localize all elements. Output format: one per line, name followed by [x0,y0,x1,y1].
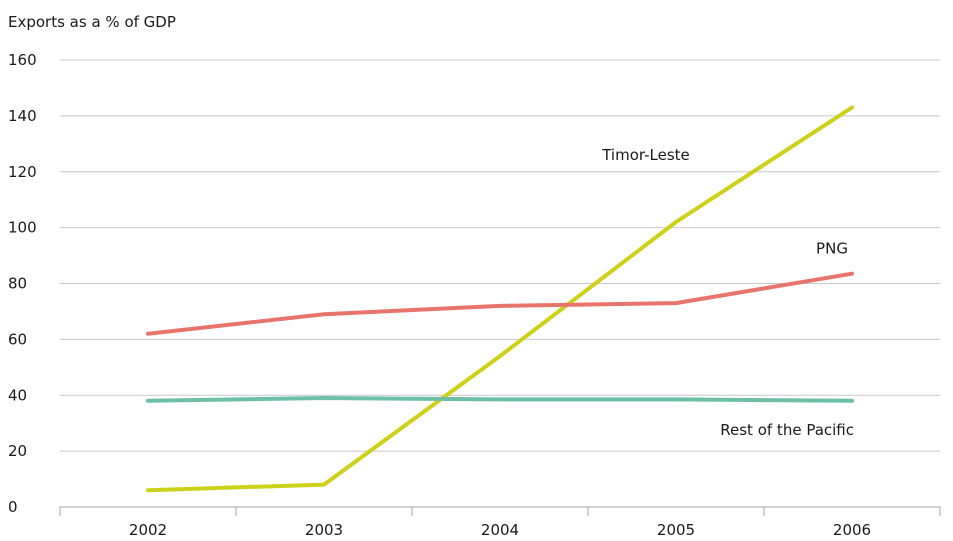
series-line-rest-of-the-pacific [146,396,854,403]
x-tick-label: 2002 [129,521,167,539]
x-tick-label: 2003 [305,521,343,539]
y-tick-label: 80 [8,275,27,293]
y-tick-label: 60 [8,330,27,348]
series-label-timor-leste: Timor-Leste [601,146,690,164]
y-axis-title: Exports as a % of GDP [8,13,176,31]
x-tick-label: 2005 [657,521,695,539]
y-tick-label: 120 [8,163,37,181]
series-line-timor-leste [146,105,854,493]
y-axis-ticks: 0 20 40 60 80 100 120 140 160 [8,51,37,516]
gridlines [60,59,940,452]
y-tick-label: 40 [8,386,27,404]
y-tick-label: 0 [8,498,18,516]
x-tick-label: 2006 [833,521,871,539]
x-tick-label: 2004 [481,521,519,539]
x-axis: 2002 2003 2004 2005 2006 [59,506,941,539]
series-label-rest-of-the-pacific: Rest of the Pacific [720,421,854,439]
y-tick-label: 140 [8,107,37,125]
y-tick-label: 160 [8,51,37,69]
series-line-png [146,271,854,336]
series-lines [146,105,854,493]
series-label-png: PNG [816,240,848,258]
y-tick-label: 20 [8,442,27,460]
series-labels: Timor-Leste PNG Rest of the Pacific [601,146,854,439]
y-tick-label: 100 [8,219,37,237]
